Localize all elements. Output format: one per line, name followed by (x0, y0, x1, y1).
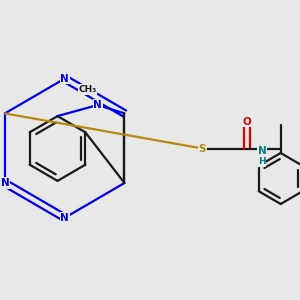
Text: O: O (243, 116, 251, 127)
Text: N: N (257, 146, 266, 156)
Text: CH₃: CH₃ (78, 85, 96, 94)
Text: S: S (199, 143, 206, 154)
Text: H: H (258, 158, 266, 166)
Text: N: N (60, 213, 69, 223)
Text: N: N (1, 178, 9, 188)
Text: N: N (93, 100, 102, 110)
Text: N: N (60, 74, 69, 84)
